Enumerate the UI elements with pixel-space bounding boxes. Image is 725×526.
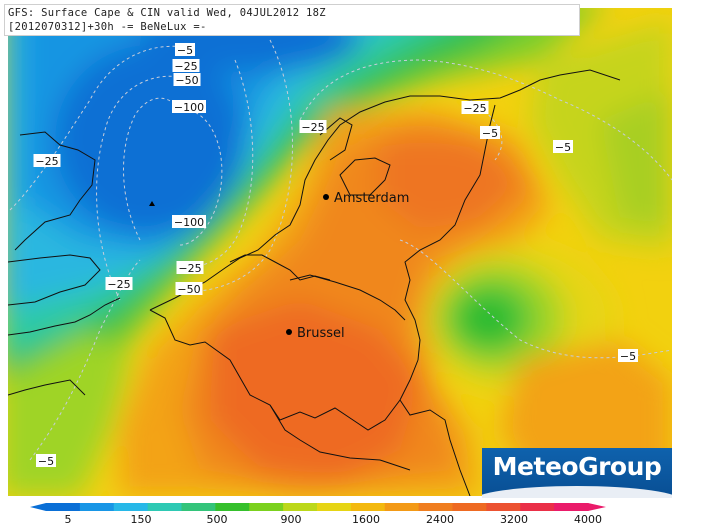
cin-contour-label: −50 (173, 73, 201, 87)
colorbar-tick-label: 1600 (352, 513, 380, 526)
colorbar-tick-label: 500 (207, 513, 228, 526)
svg-text:−5: −5 (555, 141, 571, 154)
cin-contour-label: −25 (176, 261, 204, 275)
colorbar-segment (486, 503, 521, 511)
svg-text:−25: −25 (35, 155, 58, 168)
svg-text:−5: −5 (177, 44, 193, 57)
colorbar-segment (46, 503, 81, 511)
cin-contour-label: −5 (618, 349, 638, 363)
colorbar-tick-label: 900 (281, 513, 302, 526)
cin-contour-label: −25 (172, 59, 200, 73)
colorbar-tick-label: 5 (65, 513, 72, 526)
cin-contour-label: −100 (172, 215, 206, 229)
colorbar-arrow-high (588, 503, 606, 511)
cin-contour-label: −25 (299, 120, 327, 134)
cin-contour-label: −100 (172, 100, 206, 114)
cin-contour-label: −5 (553, 140, 573, 154)
colorbar-segment (147, 503, 182, 511)
colorbar-segment (113, 503, 149, 511)
colorbar-arrow-low (30, 503, 46, 511)
city-markers: Amsterdam Brussel (149, 191, 409, 341)
colorbar-segment (452, 503, 487, 511)
colorbar-segment (181, 503, 216, 511)
svg-text:−50: −50 (177, 283, 200, 296)
svg-text:−25: −25 (107, 278, 130, 291)
cin-contour-label: −5 (36, 454, 56, 468)
svg-text:−25: −25 (463, 102, 486, 115)
map-subtitle: [2012070312]+30h -= BeNeLux =- (8, 21, 207, 33)
svg-text:−25: −25 (301, 121, 324, 134)
colorbar-segment (418, 503, 453, 511)
svg-text:−25: −25 (178, 262, 201, 275)
colorbar-tick-label: 2400 (426, 513, 454, 526)
station-marker (149, 201, 155, 206)
colorbar-segment (249, 503, 284, 511)
colorbar-segment (350, 503, 386, 511)
colorbar-segment (283, 503, 318, 511)
map-header: GFS: Surface Cape & CIN valid Wed, 04JUL… (4, 4, 580, 36)
colorbar-tick-label: 3200 (500, 513, 528, 526)
cin-contour-label: −25 (105, 277, 133, 291)
cape-shading (8, 8, 672, 496)
colorbar-segment (384, 503, 420, 511)
city-label-amsterdam: Amsterdam (334, 191, 409, 206)
colorbar-tick-label: 150 (131, 513, 152, 526)
cin-labels: −5−25−50−100−25−25−100−25−5−5−25−50−25−5… (33, 43, 638, 468)
cin-contour-label: −5 (175, 43, 195, 57)
coastlines (8, 69, 621, 496)
svg-text:−100: −100 (174, 101, 204, 114)
cin-contour-label: −5 (480, 126, 500, 140)
city-label-brussel: Brussel (297, 326, 345, 341)
map-title: GFS: Surface Cape & CIN valid Wed, 04JUL… (8, 7, 326, 19)
city-dot-amsterdam (323, 194, 329, 200)
colorbar-segment (520, 503, 555, 511)
cape-colorbar: 5 150 500 900 1600 2400 3200 4000 (30, 503, 606, 526)
colorbar-segment (317, 503, 352, 511)
cin-contours (9, 39, 672, 461)
svg-text:−5: −5 (620, 350, 636, 363)
colorbar-tick-label: 4000 (574, 513, 602, 526)
cin-contour-label: −50 (175, 282, 203, 296)
city-dot-brussel (286, 329, 292, 335)
meteogroup-logo: MeteoGroup (482, 448, 672, 498)
svg-text:−5: −5 (38, 455, 54, 468)
svg-text:−50: −50 (175, 74, 198, 87)
logo-wave-decoration (482, 486, 672, 498)
svg-text:−100: −100 (174, 216, 204, 229)
colorbar-segment (79, 503, 115, 511)
svg-text:−25: −25 (174, 60, 197, 73)
cin-contour-label: −25 (33, 154, 61, 168)
cin-contour-label: −25 (461, 101, 489, 115)
colorbar-segment (215, 503, 250, 511)
svg-text:−5: −5 (482, 127, 498, 140)
logo-wordmark: MeteoGroup (492, 452, 662, 481)
colorbar-segment (554, 503, 589, 511)
